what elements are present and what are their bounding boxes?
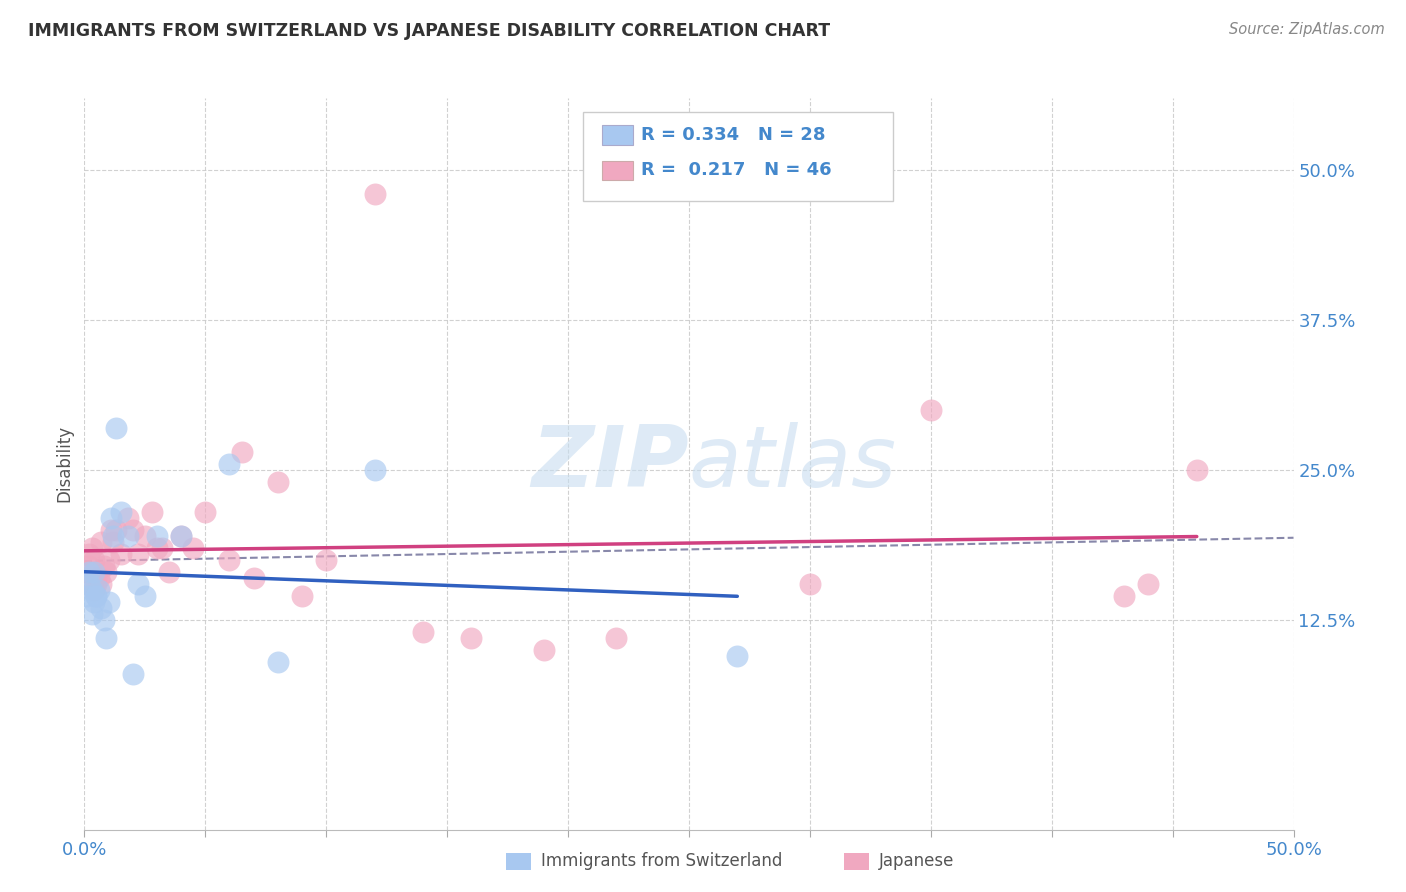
Point (90, 600, 112, 615)
Point (141, 505, 163, 519)
Point (80, 582, 103, 597)
Point (1137, 576, 1160, 591)
Point (86, 589, 108, 603)
Text: IMMIGRANTS FROM SWITZERLAND VS JAPANESE DISABILITY CORRELATION CHART: IMMIGRANTS FROM SWITZERLAND VS JAPANESE … (28, 22, 831, 40)
Point (76, 565, 98, 579)
Point (83, 595, 105, 609)
Point (146, 541, 169, 555)
Point (80, 576, 103, 591)
Point (315, 553, 337, 567)
Point (121, 666, 143, 681)
Point (100, 523, 122, 537)
Text: ZIP: ZIP (531, 422, 689, 506)
Point (90, 534, 112, 549)
Point (218, 457, 240, 471)
Point (363, 187, 385, 202)
Point (86, 576, 108, 591)
Point (77, 547, 100, 561)
Point (605, 631, 627, 645)
Point (363, 463, 385, 477)
Point (80, 541, 103, 555)
Point (90, 576, 112, 591)
Point (725, 648, 748, 663)
Point (181, 541, 204, 555)
Point (83, 565, 105, 579)
Point (93, 613, 115, 627)
Point (134, 589, 156, 603)
Point (76, 589, 98, 603)
Point (218, 553, 240, 567)
Point (86, 571, 108, 585)
Point (110, 547, 132, 561)
Text: Source: ZipAtlas.com: Source: ZipAtlas.com (1229, 22, 1385, 37)
Point (920, 403, 942, 417)
Point (103, 534, 125, 549)
Point (267, 655, 290, 669)
Point (146, 529, 169, 543)
Text: Japanese: Japanese (879, 852, 955, 870)
Point (412, 624, 434, 639)
Point (134, 529, 156, 543)
Point (83, 553, 105, 567)
Point (117, 510, 139, 524)
Point (194, 505, 217, 519)
Point (127, 547, 149, 561)
Point (104, 523, 127, 537)
Text: Immigrants from Switzerland: Immigrants from Switzerland (541, 852, 783, 870)
Point (77, 576, 100, 591)
Point (170, 529, 193, 543)
Point (1185, 463, 1208, 477)
Point (291, 589, 314, 603)
Point (799, 576, 821, 591)
Point (77, 565, 100, 579)
Point (170, 529, 193, 543)
Point (77, 558, 100, 573)
Point (80, 607, 103, 621)
Point (267, 475, 290, 489)
Point (87, 582, 110, 597)
Y-axis label: Disability: Disability (55, 425, 73, 502)
Point (93, 558, 115, 573)
Point (103, 529, 125, 543)
Point (121, 523, 143, 537)
Point (94, 631, 117, 645)
Point (86, 589, 108, 603)
Point (460, 631, 482, 645)
Point (97, 595, 120, 609)
Point (231, 445, 253, 459)
Point (110, 505, 132, 519)
Point (97, 553, 120, 567)
Point (533, 642, 555, 657)
Point (100, 510, 122, 524)
Point (94, 565, 117, 579)
Point (242, 571, 264, 585)
Point (127, 576, 149, 591)
Text: atlas: atlas (689, 422, 897, 506)
Text: R = 0.334   N = 28: R = 0.334 N = 28 (641, 126, 825, 144)
Point (157, 565, 180, 579)
Point (83, 582, 105, 597)
Text: R =  0.217   N = 46: R = 0.217 N = 46 (641, 161, 832, 179)
Point (104, 421, 127, 435)
Point (117, 529, 139, 543)
Point (150, 541, 173, 555)
Point (1114, 589, 1136, 603)
Point (87, 571, 110, 585)
